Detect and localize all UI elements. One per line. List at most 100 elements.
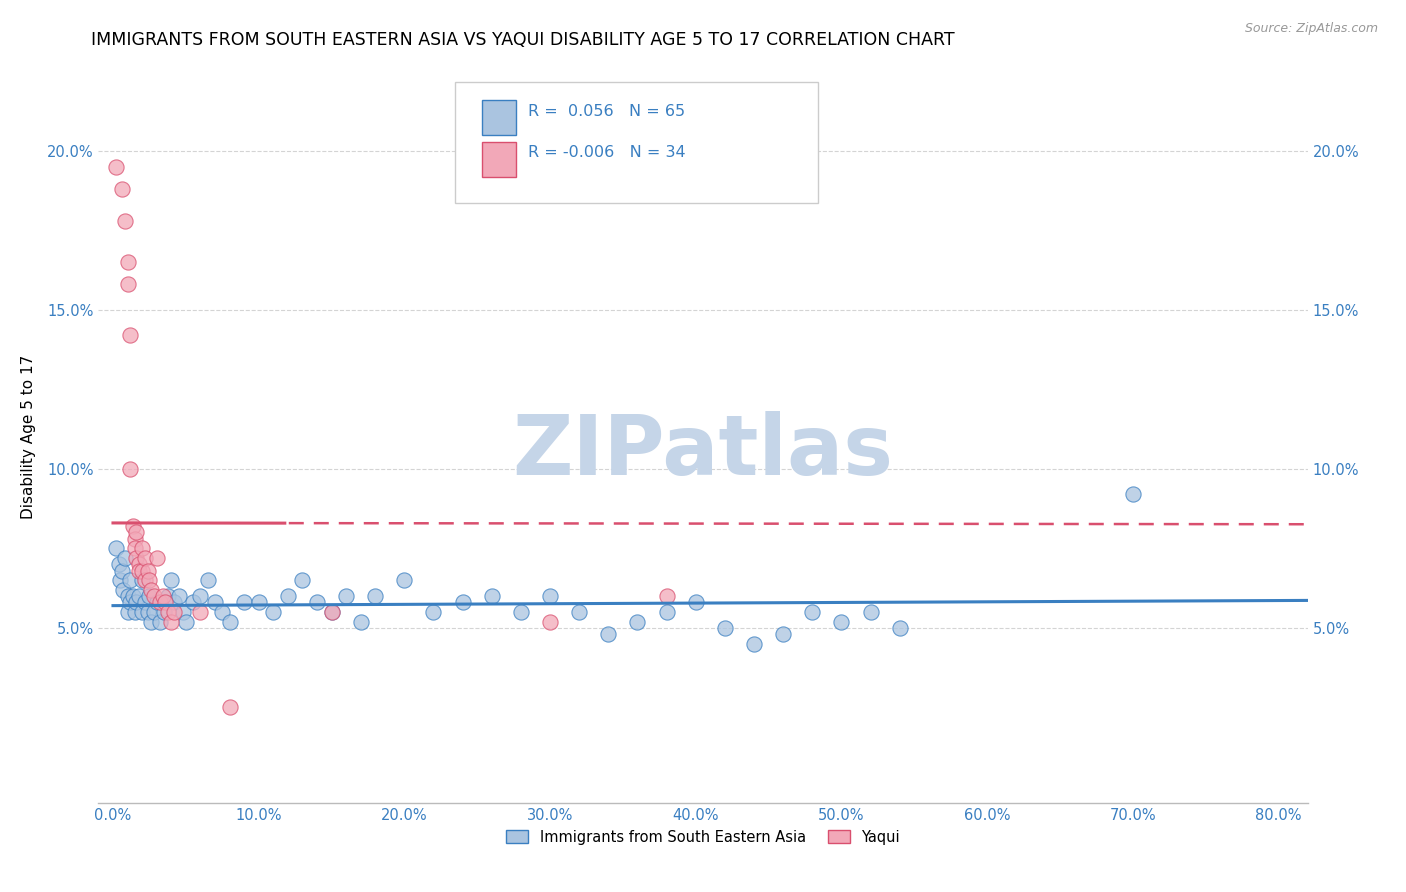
Point bbox=[321, 605, 343, 619]
Point bbox=[145, 595, 167, 609]
Point bbox=[233, 595, 256, 609]
Point bbox=[481, 589, 503, 603]
Point bbox=[112, 582, 135, 597]
Text: Source: ZipAtlas.com: Source: ZipAtlas.com bbox=[1244, 22, 1378, 36]
Point bbox=[155, 595, 177, 609]
Point bbox=[538, 615, 561, 629]
Point bbox=[247, 595, 270, 609]
Point bbox=[451, 595, 474, 609]
Point bbox=[174, 615, 197, 629]
Point bbox=[598, 627, 620, 641]
Point bbox=[190, 605, 212, 619]
Point bbox=[104, 541, 127, 556]
Point bbox=[125, 595, 148, 609]
Y-axis label: Disability Age 5 to 17: Disability Age 5 to 17 bbox=[21, 355, 35, 519]
Point bbox=[111, 182, 134, 196]
Point bbox=[655, 589, 678, 603]
Point bbox=[134, 550, 156, 565]
Point bbox=[104, 160, 127, 174]
Point bbox=[128, 558, 150, 572]
Point bbox=[139, 582, 162, 597]
Point bbox=[163, 595, 186, 609]
Point bbox=[152, 589, 174, 603]
Point bbox=[509, 605, 531, 619]
Point bbox=[139, 615, 162, 629]
Point bbox=[350, 615, 373, 629]
Point bbox=[277, 589, 299, 603]
Point bbox=[114, 214, 136, 228]
Point bbox=[218, 615, 240, 629]
Point bbox=[181, 595, 204, 609]
Point bbox=[149, 595, 172, 609]
Point bbox=[124, 532, 146, 546]
Point bbox=[157, 605, 180, 619]
Point bbox=[128, 564, 150, 578]
Point bbox=[321, 605, 343, 619]
Text: R = -0.006   N = 34: R = -0.006 N = 34 bbox=[527, 145, 685, 161]
Point bbox=[568, 605, 591, 619]
Text: IMMIGRANTS FROM SOUTH EASTERN ASIA VS YAQUI DISABILITY AGE 5 TO 17 CORRELATION C: IMMIGRANTS FROM SOUTH EASTERN ASIA VS YA… bbox=[91, 31, 955, 49]
Point bbox=[136, 605, 159, 619]
Point bbox=[685, 595, 707, 609]
Point bbox=[160, 615, 183, 629]
Point bbox=[190, 589, 212, 603]
Point bbox=[142, 605, 165, 619]
Point bbox=[117, 589, 139, 603]
Point bbox=[131, 541, 153, 556]
Text: ZIPatlas: ZIPatlas bbox=[513, 411, 893, 492]
Point bbox=[197, 573, 219, 587]
Point bbox=[157, 589, 180, 603]
Point bbox=[117, 605, 139, 619]
Point bbox=[108, 558, 131, 572]
Point bbox=[305, 595, 328, 609]
Point bbox=[714, 621, 737, 635]
Point bbox=[120, 462, 142, 476]
Point bbox=[167, 589, 190, 603]
Point bbox=[422, 605, 444, 619]
Point bbox=[117, 277, 139, 292]
Point bbox=[120, 573, 142, 587]
Point bbox=[117, 255, 139, 269]
Point bbox=[153, 605, 176, 619]
Point bbox=[335, 589, 357, 603]
FancyBboxPatch shape bbox=[482, 142, 516, 177]
Legend: Immigrants from South Eastern Asia, Yaqui: Immigrants from South Eastern Asia, Yaqu… bbox=[501, 823, 905, 850]
Point bbox=[262, 605, 284, 619]
Point bbox=[626, 615, 648, 629]
Point bbox=[889, 621, 911, 635]
FancyBboxPatch shape bbox=[482, 100, 516, 135]
Point bbox=[122, 519, 145, 533]
Point bbox=[142, 589, 165, 603]
Point bbox=[172, 605, 194, 619]
Point bbox=[111, 564, 134, 578]
Point bbox=[125, 550, 148, 565]
Point bbox=[145, 550, 167, 565]
Text: R =  0.056   N = 65: R = 0.056 N = 65 bbox=[527, 103, 685, 119]
Point bbox=[124, 541, 146, 556]
Point bbox=[131, 573, 153, 587]
Point bbox=[122, 589, 145, 603]
Point bbox=[120, 595, 142, 609]
Point bbox=[131, 605, 153, 619]
FancyBboxPatch shape bbox=[456, 82, 818, 203]
Point bbox=[134, 573, 156, 587]
Point bbox=[218, 700, 240, 714]
Point bbox=[138, 589, 160, 603]
Point bbox=[772, 627, 794, 641]
Point bbox=[120, 328, 142, 343]
Point bbox=[394, 573, 416, 587]
Point bbox=[211, 605, 233, 619]
Point bbox=[163, 605, 186, 619]
Point bbox=[655, 605, 678, 619]
Point bbox=[538, 589, 561, 603]
Point bbox=[114, 550, 136, 565]
Point bbox=[138, 573, 160, 587]
Point bbox=[1122, 487, 1144, 501]
Point bbox=[830, 615, 852, 629]
Point bbox=[131, 564, 153, 578]
Point bbox=[124, 605, 146, 619]
Point bbox=[160, 573, 183, 587]
Point bbox=[125, 525, 148, 540]
Point bbox=[136, 564, 159, 578]
Point bbox=[204, 595, 226, 609]
